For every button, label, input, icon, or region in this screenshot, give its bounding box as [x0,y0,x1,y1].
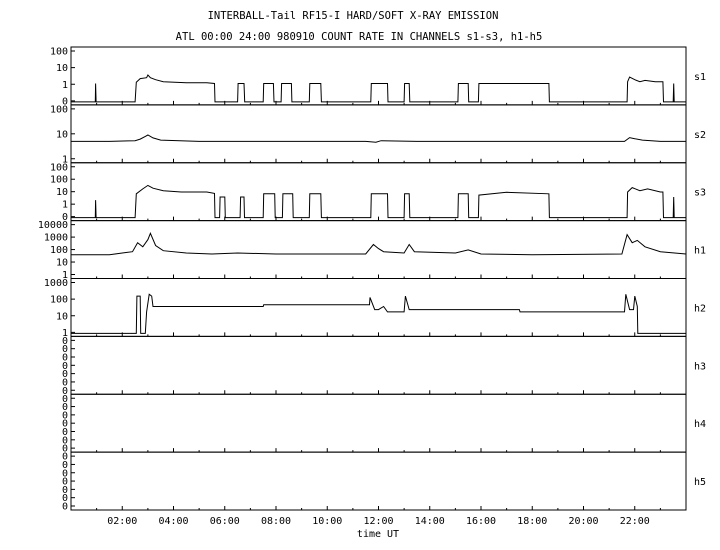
y-tick-label-h3: 0 [62,361,68,372]
y-tick-label-h5: 0 [62,493,68,504]
y-tick-label-h3: 0 [62,336,68,347]
y-tick-label-h4: 0 [62,427,68,438]
y-tick-label-h5: 0 [62,452,68,463]
panel-frame-h5 [70,451,687,511]
y-tick-label-h4: 0 [62,394,68,405]
y-tick-label-h5: 0 [62,468,68,479]
channel-label-h3: h3 [694,361,706,372]
trace-h2 [71,293,686,334]
panel-frame-h1 [70,220,687,279]
time-axis: 02:00 04:00 06:00 08:00 10:00 12:00 14:00 16:00… [107,516,650,527]
y-tick-label-h2: 1 [62,328,68,339]
y-tick-label-h3: 0 [62,377,68,388]
x-tick-label: 10:00 [312,516,342,527]
x-tick-label: 12:00 [363,516,393,527]
panels-group: s11001010s2100101s31001001010h1100001000… [38,46,706,513]
y-tick-label-h1: 10 [56,258,68,269]
panel-frame-s1 [70,46,687,106]
y-tick-label-s3: 1 [62,200,68,211]
panel-frame-s3 [70,162,687,222]
y-tick-label-s3: 100 [50,162,68,173]
y-tick-label-h1: 100 [50,245,68,256]
panel-frame-s2 [70,104,687,164]
panel-frame-h2 [70,278,687,337]
y-tick-label-s1: 10 [56,63,68,74]
x-tick-label: 04:00 [158,516,188,527]
x-tick-label: 08:00 [261,516,291,527]
channel-label-s3: s3 [694,188,706,199]
y-tick-label-h4: 0 [62,444,68,455]
y-tick-label-h2: 1000 [44,278,68,289]
x-tick-label: 20:00 [568,516,598,527]
y-tick-label-s1: 0 [62,96,68,107]
y-tick-label-h5: 0 [62,485,68,496]
y-tick-label-h3: 0 [62,353,68,364]
channel-label-h1: h1 [694,246,706,257]
y-tick-label-s2: 100 [50,104,68,115]
y-tick-label-h1: 1 [62,270,68,281]
trace-s2 [71,134,686,143]
y-tick-label-h2: 10 [56,311,68,322]
channel-label-s2: s2 [694,130,706,141]
channel-label-h4: h4 [694,419,706,430]
y-tick-label-s2: 1 [62,154,68,165]
y-tick-label-h4: 0 [62,410,68,421]
x-tick-label: 02:00 [107,516,137,527]
y-tick-label-h3: 0 [62,386,68,397]
y-tick-label-s2: 10 [56,129,68,140]
channel-label-s1: s1 [694,72,706,83]
x-tick-label: 06:00 [210,516,240,527]
trace-s3 [71,184,686,219]
panel-h2: h2 1000 100 10 1 [44,278,706,339]
y-tick-label-h5: 0 [62,477,68,488]
y-tick-label-h1: 1000 [44,233,68,244]
y-tick-label-h4: 0 [62,435,68,446]
channel-label-h5: h5 [694,477,706,488]
x-tick-label: 22:00 [620,516,650,527]
y-tick-label-h2: 100 [50,295,68,306]
y-tick-label-s1: 100 [50,47,68,58]
y-tick-label-s3: 0 [62,212,68,223]
panel-frame-h3 [70,335,687,395]
y-tick-label-s3: 10 [56,187,68,198]
y-tick-label-h4: 0 [62,402,68,413]
y-tick-label-h3: 0 [62,344,68,355]
y-tick-label-h4: 0 [62,419,68,430]
x-tick-label: 18:00 [517,516,547,527]
x-tick-label: 14:00 [415,516,445,527]
trace-h1 [71,231,687,256]
channel-label-h2: h2 [694,303,706,314]
panel-frame-h4 [70,393,687,453]
chart-title: INTERBALL-Tail RF15-I HARD/SOFT X-RAY EM… [208,10,499,22]
trace-s1 [71,74,686,103]
y-tick-label-h5: 0 [62,502,68,513]
panel-s2: s2 100 10 1 [50,104,706,165]
x-tick-label: 16:00 [466,516,496,527]
x-axis-label: time UT [357,529,399,540]
y-tick-label-h5: 0 [62,460,68,471]
y-tick-label-h1: 10000 [38,220,68,231]
chart-subtitle: ATL 00:00 24:00 980910 COUNT RATE IN CHA… [176,31,543,43]
y-tick-label-s1: 1 [62,80,68,91]
y-tick-label-s3: 100 [50,175,68,186]
y-tick-label-h3: 0 [62,369,68,380]
